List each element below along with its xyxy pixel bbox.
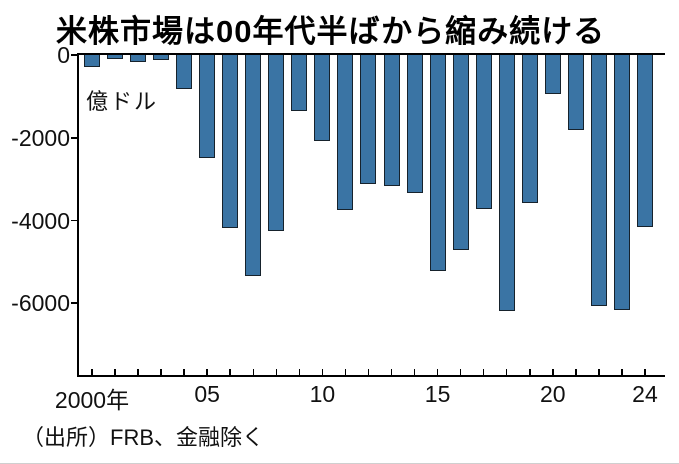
x-tick-label-2015: 15: [424, 381, 451, 407]
bar-2012: [360, 55, 377, 185]
y-tick--4000: [71, 219, 78, 222]
x-tick-2013: [390, 369, 393, 375]
x-tick-2011: [344, 369, 347, 375]
bar-2000: [84, 55, 100, 67]
bar-2020: [544, 55, 561, 95]
bar-2003: [153, 55, 170, 60]
x-tick-2000: [91, 369, 93, 375]
bar-2008: [268, 55, 285, 231]
x-tick-2019: [529, 369, 531, 375]
bar-2017: [475, 55, 492, 209]
y-axis-line: [77, 53, 79, 375]
bar-2001: [107, 55, 124, 60]
x-tick-2015: [436, 369, 439, 375]
y-tick--2000: [71, 136, 78, 139]
bar-2023: [613, 55, 630, 311]
bar-2014: [406, 55, 423, 194]
bar-2010: [314, 55, 331, 141]
x-tick-label-2020: 20: [540, 381, 566, 407]
x-tick-label-2000: 2000年: [54, 387, 130, 413]
y-tick-label-0: 0: [57, 42, 70, 68]
x-tick-2006: [229, 369, 231, 375]
y-tick-0: [71, 54, 78, 56]
chart-title: 米株市場は00年代半ばから縮み続ける: [56, 14, 606, 49]
unit-label: 億ドル: [86, 89, 159, 114]
x-tick-2008: [275, 369, 278, 375]
y-tick-label--2000: -2000: [11, 124, 70, 151]
x-tick-2010: [321, 369, 324, 375]
bar-2024: [636, 55, 653, 227]
x-axis-line: [77, 375, 665, 377]
bar-2004: [176, 55, 193, 90]
x-tick-2020: [552, 369, 554, 375]
x-tick-2024: [644, 369, 646, 375]
bar-2015: [429, 55, 446, 271]
bar-2021: [567, 55, 584, 130]
bar-2016: [452, 55, 469, 251]
bar-2005: [199, 55, 216, 159]
x-tick-2022: [598, 369, 600, 375]
y-tick-label--6000: -6000: [11, 290, 70, 317]
x-tick-2004: [183, 369, 185, 375]
bar-2019: [521, 55, 538, 204]
plot-area: [77, 53, 665, 377]
x-tick-2002: [137, 369, 139, 375]
bar-2007: [245, 55, 262, 276]
bar-2022: [590, 55, 607, 307]
source-caption: （出所）FRB、金融除く: [22, 425, 265, 450]
x-tick-2009: [298, 369, 301, 375]
x-tick-2007: [252, 369, 255, 375]
x-tick-label-2010: 10: [309, 381, 336, 407]
x-tick-2005: [206, 369, 208, 375]
bar-2009: [291, 55, 308, 111]
bar-2013: [383, 55, 400, 187]
x-tick-2001: [114, 369, 116, 375]
x-tick-2018: [505, 369, 508, 375]
bar-2006: [222, 55, 239, 229]
bar-2011: [337, 55, 354, 210]
bar-2002: [130, 55, 147, 62]
x-tick-2016: [459, 369, 462, 375]
x-tick-2014: [413, 369, 416, 375]
y-tick--6000: [71, 302, 78, 305]
x-tick-2012: [367, 369, 370, 375]
x-tick-2017: [482, 369, 485, 375]
x-tick-2021: [575, 369, 577, 375]
bar-2018: [498, 55, 515, 312]
x-tick-label-2024: 24: [632, 381, 658, 407]
zero-axis-line: [78, 53, 665, 55]
y-tick-label--4000: -4000: [11, 207, 70, 234]
x-tick-label-2005: 05: [194, 381, 220, 407]
x-tick-2023: [621, 369, 623, 375]
x-tick-2003: [160, 369, 162, 375]
